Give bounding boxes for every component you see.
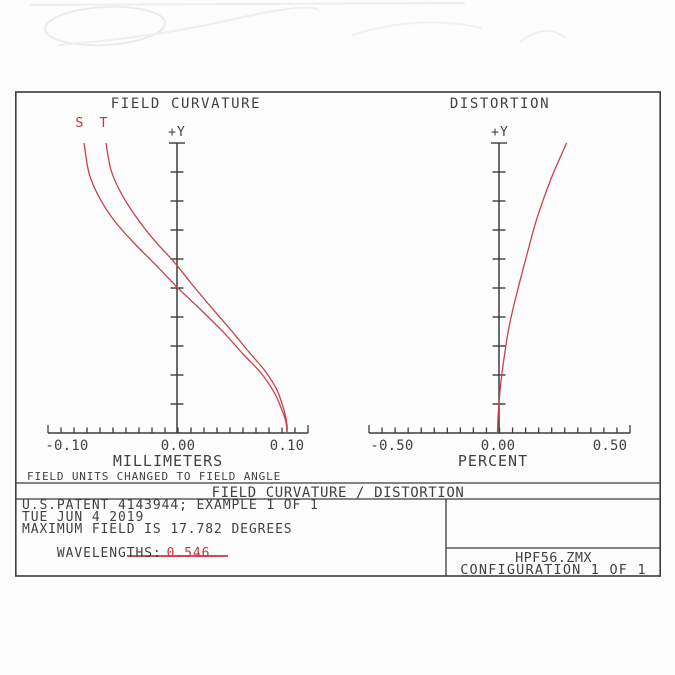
distortion-y-axis-label: +Y bbox=[491, 125, 509, 140]
series-s-label: S bbox=[75, 115, 85, 131]
fc-tick-min: -0.10 bbox=[45, 438, 89, 454]
series-t-label: T bbox=[99, 115, 109, 131]
outer-frame bbox=[15, 91, 662, 577]
info-max-field-line: MAXIMUM FIELD IS 17.782 DEGREES bbox=[22, 522, 293, 537]
page-title: FIELD CURVATURE / DISTORTION bbox=[211, 485, 465, 501]
curve-t bbox=[105, 142, 288, 433]
plot-curves bbox=[83, 142, 568, 434]
field-units-note: FIELD UNITS CHANGED TO FIELD ANGLE bbox=[27, 470, 282, 483]
watermark-artifact bbox=[29, 2, 567, 47]
field-curvature-y-axis-label: +Y bbox=[168, 125, 186, 140]
field-curvature-title: FIELD CURVATURE bbox=[110, 96, 262, 112]
distortion-x-axis-label: PERCENT bbox=[457, 452, 529, 470]
field-curvature-x-axis-label: MILLIMETERS bbox=[112, 452, 224, 470]
wavelengths-label: WAVELENGTHS: bbox=[56, 546, 162, 561]
distortion-title: DISTORTION bbox=[449, 96, 551, 112]
dist-tick-max: 0.50 bbox=[592, 438, 628, 454]
dist-tick-zero: 0.00 bbox=[480, 438, 516, 454]
fc-tick-zero: 0.00 bbox=[160, 438, 196, 454]
curve-distortion bbox=[496, 142, 568, 434]
curve-s bbox=[83, 142, 288, 433]
info-date-line: TUE JUN 4 2019 bbox=[22, 510, 145, 525]
configuration-label: CONFIGURATION 1 OF 1 bbox=[460, 562, 647, 578]
lens-file-name: HPF56.ZMX bbox=[515, 550, 592, 566]
dist-tick-min: -0.50 bbox=[370, 438, 414, 454]
frame-lines bbox=[15, 91, 662, 577]
info-patent-line: U.S.PATENT 4143944; EXAMPLE 1 OF 1 bbox=[22, 498, 319, 513]
wavelength-value: 0.546 bbox=[166, 546, 211, 561]
plot-axes bbox=[47, 142, 631, 434]
info-wavelengths-line: WAVELENGTHS: 0.546 bbox=[22, 536, 210, 560]
fc-tick-max: 0.10 bbox=[269, 438, 305, 454]
